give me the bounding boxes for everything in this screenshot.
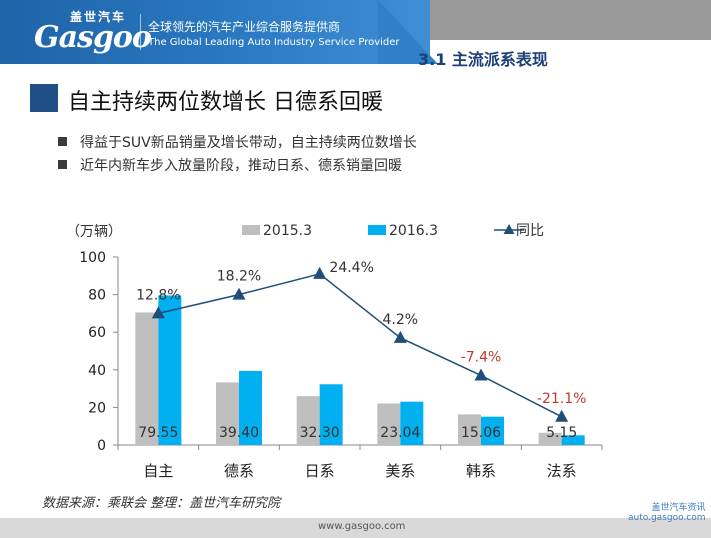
logo-en: Gasgoo (34, 20, 152, 55)
bullet-text: 得益于SUV新品销量及增长带动，自主持续两位数增长 (80, 134, 417, 151)
yoy-label: 4.2% (383, 312, 419, 328)
header-gray-band (430, 0, 711, 40)
bar-value-label: 15.06 (461, 425, 501, 441)
bar-2015 (538, 432, 562, 445)
bar-2016 (400, 401, 424, 445)
yoy-marker (232, 287, 246, 300)
bar-2015 (377, 403, 401, 445)
y-tick-label: 40 (88, 363, 106, 379)
bar-2015 (296, 396, 320, 445)
bullet-text: 近年内新车步入放量阶段，推动日系、德系销量回暖 (80, 157, 402, 174)
bar-value-label: 23.04 (380, 425, 420, 441)
legend-label-yoy: 同比 (516, 223, 544, 239)
yoy-label: 12.8% (136, 287, 180, 303)
y-tick-label: 100 (79, 250, 106, 266)
y-unit-label: （万辆） (66, 224, 122, 240)
bar-2016 (481, 416, 504, 445)
header-fold (378, 0, 438, 64)
legend-marker-yoy (503, 224, 515, 234)
x-tick-label: 德系 (224, 462, 254, 480)
footer-bar (0, 518, 711, 538)
bar-2015 (135, 312, 159, 445)
bar-value-label: 32.30 (300, 425, 340, 441)
footer-brand-cn: 盖世汽车资讯 (651, 503, 706, 513)
bar-2015 (458, 414, 481, 445)
y-tick-label: 20 (88, 400, 106, 416)
yoy-label: -21.1% (537, 391, 587, 407)
logo-cn: 盖世汽车 (70, 10, 127, 24)
x-tick-label: 自主 (143, 462, 173, 480)
x-tick-label: 法系 (547, 462, 577, 480)
x-tick-label: 日系 (305, 462, 335, 480)
bar-2016 (158, 295, 182, 445)
legend-swatch-2016 (368, 225, 386, 235)
header-blue-band (0, 0, 430, 64)
footer-brand: 盖世汽车资讯 auto.gasgoo.com (628, 500, 706, 523)
source-note: 数据来源：乘联会 整理：盖世汽车研究院 (42, 496, 281, 511)
title-square-icon (30, 84, 58, 112)
legend-swatch-2015 (242, 225, 260, 235)
yoy-marker (151, 306, 165, 319)
yoy-marker (393, 330, 407, 343)
yoy-label: -7.4% (461, 349, 502, 365)
bullet-list: 得益于SUV新品销量及增长带动，自主持续两位数增长 近年内新车步入放量阶段，推动… (58, 130, 417, 176)
tagline-en: The Global Leading Auto Industry Service… (148, 37, 400, 48)
bar-value-label: 39.40 (219, 425, 259, 441)
y-tick-label: 0 (97, 438, 106, 454)
yoy-marker (555, 409, 569, 422)
y-tick-label: 60 (88, 325, 106, 341)
tagline-cn: 全球领先的汽车产业综合服务提供商 (148, 20, 341, 34)
bar-value-label: 5.15 (546, 425, 577, 441)
yoy-marker (474, 368, 488, 381)
bullet-square-icon (58, 160, 67, 169)
header-divider (140, 14, 141, 50)
bar-2016 (239, 370, 262, 445)
footer-url: www.gasgoo.com (318, 521, 406, 532)
legend-label-2016: 2016.3 (389, 223, 438, 239)
x-tick-label: 韩系 (466, 462, 496, 480)
legend-label-2015: 2015.3 (263, 223, 312, 239)
section-tag: 3.1 主流派系表现 (418, 50, 548, 69)
page-title: 自主持续两位数增长 日德系回暖 (68, 90, 383, 115)
bar-2016 (319, 384, 343, 445)
yoy-marker (313, 266, 327, 279)
bullet-item: 近年内新车步入放量阶段，推动日系、德系销量回暖 (58, 153, 417, 176)
y-tick-label: 80 (88, 288, 106, 304)
bullet-square-icon (58, 137, 67, 146)
yoy-label: 24.4% (329, 260, 373, 276)
yoy-line (158, 273, 563, 418)
bar-2016 (561, 435, 585, 445)
bar-value-label: 79.55 (138, 425, 178, 441)
yoy-label: 18.2% (217, 269, 261, 285)
x-tick-label: 美系 (385, 462, 415, 480)
bar-2015 (216, 382, 239, 445)
footer-brand-url: auto.gasgoo.com (628, 513, 706, 523)
bullet-item: 得益于SUV新品销量及增长带动，自主持续两位数增长 (58, 130, 417, 153)
header-banner: 盖世汽车 Gasgoo 全球领先的汽车产业综合服务提供商 The Global … (0, 0, 711, 72)
